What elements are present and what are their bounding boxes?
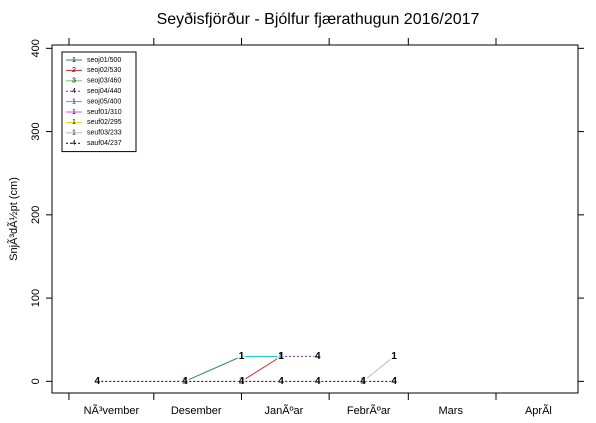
legend-symbol: 1 [72, 109, 76, 116]
point: 1 [391, 351, 397, 362]
chart-title: Seyðisfjörður - Bjólfur fjærathugun 2016… [157, 11, 480, 28]
legend-symbol: 4 [72, 140, 76, 147]
legend-label: seoj03/460 [87, 78, 121, 85]
plot-frame [51, 44, 579, 394]
point: 4 [94, 376, 100, 387]
legend-symbol: 1 [72, 119, 76, 126]
legend-label: sauf04/237 [87, 140, 122, 147]
point-bg [313, 376, 322, 387]
point-bg [180, 376, 189, 387]
point-bg [277, 351, 286, 362]
legend-label: seoj04/440 [87, 88, 121, 95]
y-tick-label: 200 [30, 206, 42, 224]
legend-symbol: 2 [72, 67, 76, 74]
point-bg [359, 376, 368, 387]
x-tick-label: FebrÃºar [347, 404, 391, 417]
point-bg [390, 351, 399, 362]
legend-symbol: 1 [72, 57, 76, 64]
y-tick-label: 0 [30, 378, 42, 384]
legend-label: seoj05/400 [87, 98, 121, 105]
legend-label: seoj01/500 [87, 57, 121, 64]
y-tick-label: 400 [30, 39, 42, 57]
point-bg [277, 376, 286, 387]
legend-label: seuf01/310 [87, 109, 122, 116]
point: 4 [182, 376, 188, 387]
point: 4 [391, 376, 397, 387]
point-bg [237, 351, 246, 362]
legend-symbol: 3 [72, 78, 76, 85]
legend-symbol: 1 [72, 98, 76, 105]
series-line [241, 355, 282, 382]
y-tick-label: 300 [30, 122, 42, 140]
point: 4 [315, 376, 321, 387]
point-bg [390, 376, 399, 387]
legend-label: seoj02/530 [87, 67, 121, 74]
x-tick-label: Mars [439, 405, 464, 417]
point: 1 [278, 351, 284, 362]
legend-symbol: 4 [72, 88, 76, 95]
x-tick-label: Desember [171, 405, 222, 417]
legend-label: seuf02/295 [87, 119, 122, 126]
point-bg [313, 351, 322, 362]
point: 4 [360, 376, 366, 387]
point-bg [237, 376, 246, 387]
point: 4 [239, 376, 245, 387]
legend-symbol: 1 [72, 130, 76, 137]
point-bg [93, 376, 102, 387]
x-tick-label: NÃ³vember [84, 404, 140, 417]
x-tick-label: JanÃºar [264, 404, 303, 417]
x-tick-label: AprÃl [525, 404, 552, 417]
y-tick-label: 100 [30, 289, 42, 307]
point: 4 [315, 351, 321, 362]
series-line [362, 355, 395, 382]
point: 1 [239, 351, 245, 362]
point: 4 [278, 376, 284, 387]
series-line [184, 355, 242, 382]
y-axis-label: SnjÃ³dÃ½pt (cm) [7, 177, 20, 261]
legend-label: seuf03/233 [87, 130, 122, 137]
